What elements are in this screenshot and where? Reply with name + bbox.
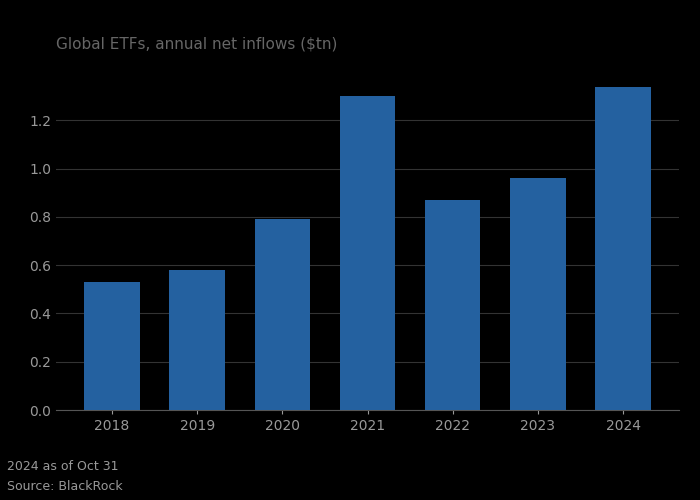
Bar xyxy=(595,86,651,410)
Bar xyxy=(255,220,310,410)
Bar xyxy=(510,178,566,410)
Text: Source: BlackRock: Source: BlackRock xyxy=(7,480,122,492)
Text: Global ETFs, annual net inflows ($tn): Global ETFs, annual net inflows ($tn) xyxy=(56,37,337,52)
Bar xyxy=(84,282,140,410)
Bar xyxy=(169,270,225,410)
Text: 2024 as of Oct 31: 2024 as of Oct 31 xyxy=(7,460,118,472)
Bar xyxy=(425,200,480,410)
Bar xyxy=(340,96,396,410)
